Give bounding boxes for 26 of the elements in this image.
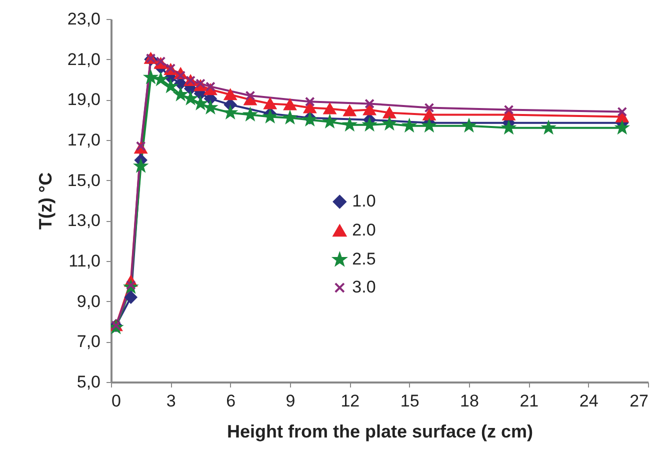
x-tick-label: 21 — [520, 392, 539, 410]
y-tick-label: 15,0 — [67, 170, 100, 190]
y-tick-label: 23,0 — [67, 10, 100, 28]
x-tick-label: 15 — [400, 392, 420, 410]
y-axis-title: T(z) °C — [35, 172, 56, 230]
legend-label: 2.5 — [352, 250, 376, 269]
x-tick-label: 9 — [286, 392, 296, 410]
x-tick-label: 24 — [579, 392, 598, 410]
legend-label: 2.0 — [352, 220, 376, 240]
y-tick-label: 11,0 — [68, 252, 100, 270]
x-axis-title: Height from the plate surface (z cm) — [226, 422, 534, 442]
x-tick-label: 6 — [226, 392, 236, 410]
y-tick-label: 7,0 — [76, 332, 100, 352]
y-tick-label: 9,0 — [76, 292, 100, 311]
y-tick-label: 21,0 — [67, 50, 100, 69]
y-tick-label: 13,0 — [67, 211, 100, 230]
x-tick-label: 12 — [340, 392, 360, 410]
x-tick-label: 0 — [112, 392, 121, 410]
x-tick-label: 3 — [166, 392, 176, 410]
y-tick-label: 19,0 — [67, 90, 100, 110]
legend-label: 1.0 — [352, 192, 376, 211]
y-tick-label: 5,0 — [76, 372, 100, 392]
y-tick-label: 17,0 — [67, 130, 100, 150]
x-tick-label: 27 — [630, 392, 648, 410]
x-tick-label: 18 — [460, 392, 479, 410]
legend-label: 3.0 — [352, 278, 376, 297]
